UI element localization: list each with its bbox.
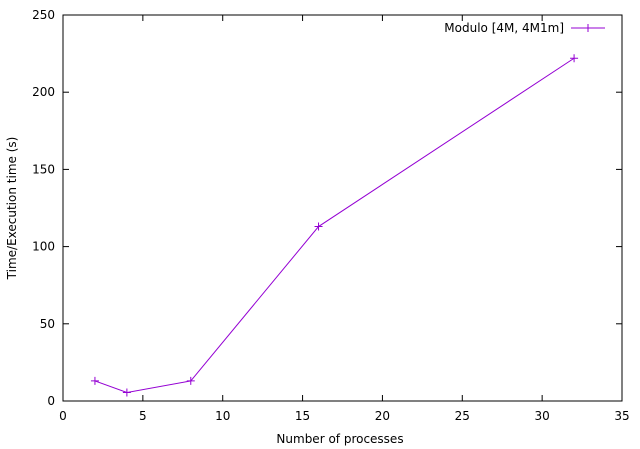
y-axis: 0 50 100 150 200 250 <box>32 8 622 408</box>
data-point <box>90 376 99 385</box>
data-point <box>186 376 195 385</box>
x-tick-label: 5 <box>139 409 147 423</box>
x-tick-label: 0 <box>59 409 67 423</box>
x-tick-label: 35 <box>614 409 629 423</box>
legend-marker-plus <box>584 24 592 32</box>
x-axis: 0 5 10 15 20 25 30 35 <box>59 15 630 423</box>
y-tick-label: 0 <box>47 394 55 408</box>
y-tick-label: 100 <box>32 240 55 254</box>
y-tick-label: 200 <box>32 85 55 99</box>
x-axis-label: Number of processes <box>276 432 403 446</box>
x-tick-label: 20 <box>375 409 390 423</box>
y-tick-label: 150 <box>32 162 55 176</box>
plot-frame <box>62 14 623 402</box>
y-tick-label: 50 <box>40 317 55 331</box>
y-axis-label: Time/Execution time (s) <box>5 137 19 281</box>
x-tick-label: 15 <box>295 409 310 423</box>
x-tick-label: 30 <box>535 409 550 423</box>
data-point <box>314 222 323 231</box>
x-tick-label: 25 <box>455 409 470 423</box>
legend-marker <box>584 24 592 32</box>
data-point <box>570 54 579 63</box>
legend-label: Modulo [4M, 4M1m] <box>444 21 564 35</box>
series-line <box>94 57 575 394</box>
legend: Modulo [4M, 4M1m] <box>444 21 605 35</box>
data-point <box>122 388 131 397</box>
series-layer <box>90 54 579 397</box>
y-tick-label: 250 <box>32 8 55 22</box>
x-tick-label: 10 <box>215 409 230 423</box>
